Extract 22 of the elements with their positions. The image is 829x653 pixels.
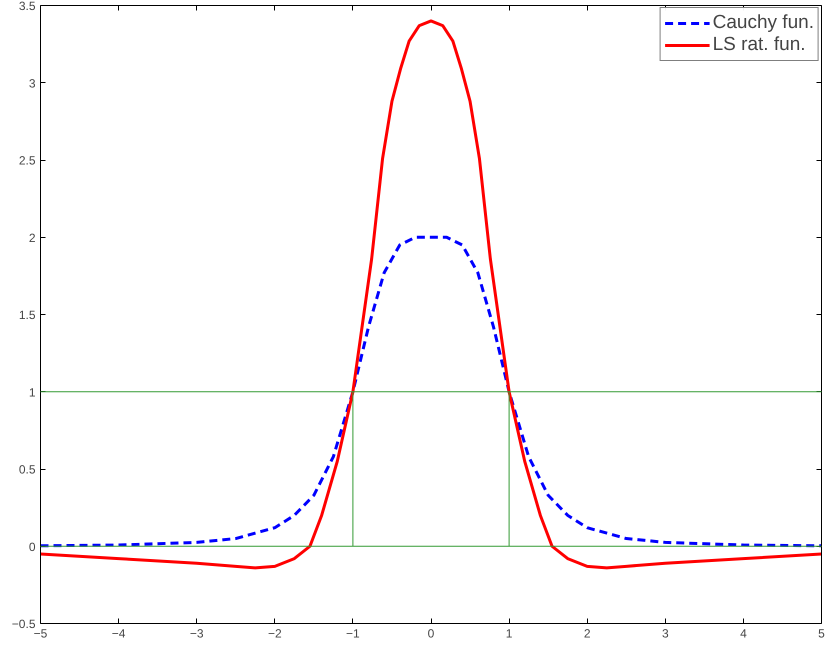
y-tick-label: 3.5 — [18, 0, 36, 13]
x-tick-label: −1 — [346, 626, 360, 640]
x-tick-label: 4 — [740, 626, 748, 640]
x-tick-label: −3 — [190, 626, 204, 640]
y-tick-label: 1 — [28, 385, 36, 400]
legend-label: LS rat. fun. — [712, 34, 806, 56]
x-tick-label: −2 — [268, 626, 282, 640]
y-tick-label: 0.5 — [18, 462, 36, 476]
x-tick-label: −4 — [112, 626, 126, 640]
legend-label: Cauchy fun. — [712, 12, 814, 34]
x-tick-label: 1 — [506, 626, 513, 640]
y-tick-label: 1.5 — [18, 308, 36, 322]
x-tick-label: 0 — [428, 626, 435, 640]
y-tick-label: −0.5 — [12, 617, 36, 631]
x-tick-label: 2 — [584, 626, 591, 640]
y-tick-label: 3 — [28, 76, 36, 90]
x-tick-label: 3 — [662, 626, 669, 640]
y-tick-label: 2 — [28, 230, 36, 245]
y-tick-label: 0 — [28, 540, 36, 554]
x-tick-label: 5 — [818, 626, 826, 640]
y-tick-label: 2.5 — [18, 154, 36, 168]
x-tick-label: −5 — [34, 626, 48, 640]
